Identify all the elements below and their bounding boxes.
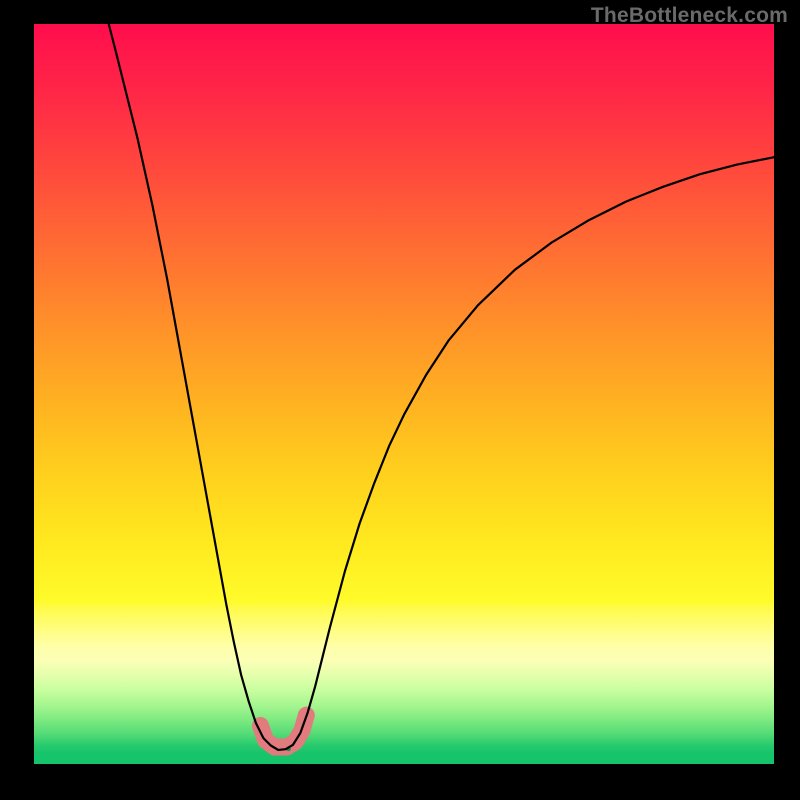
bottleneck-chart: [0, 0, 800, 800]
watermark-text: TheBottleneck.com: [591, 4, 788, 28]
plot-background: [34, 24, 774, 764]
